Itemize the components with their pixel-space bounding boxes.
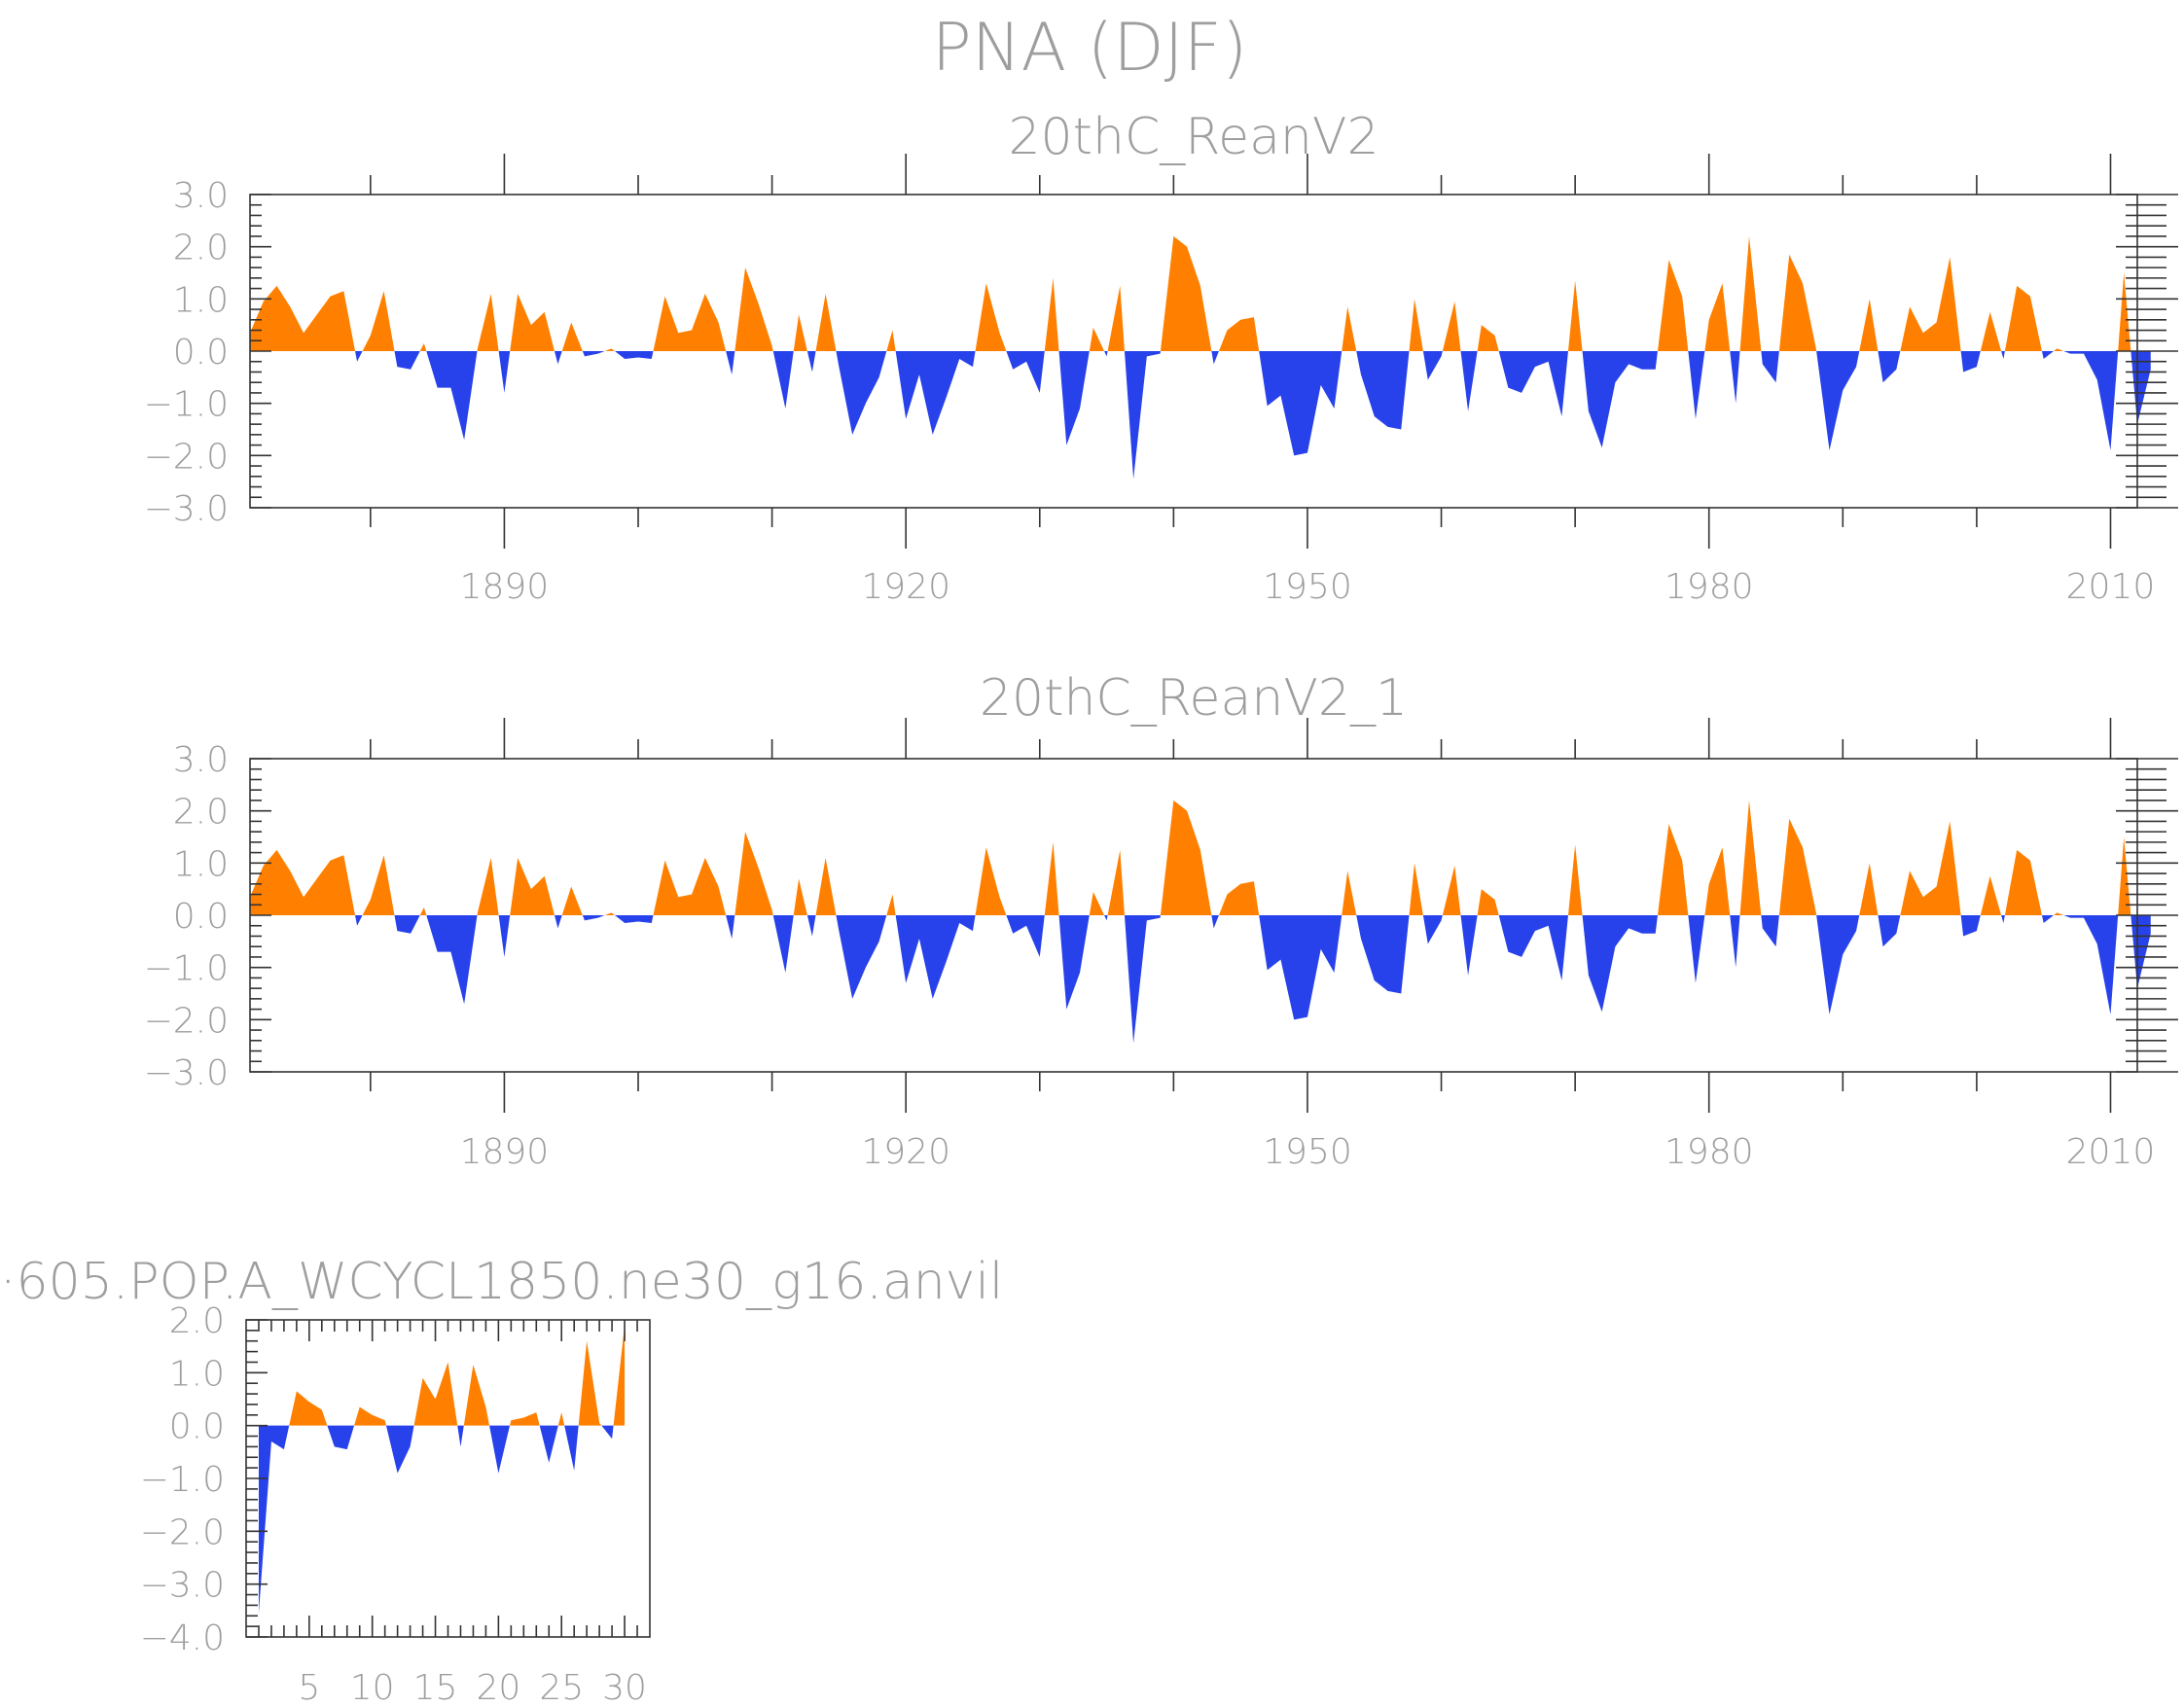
y-tick-label: 0.0 — [173, 897, 229, 937]
x-tick-label: 1920 — [861, 1132, 950, 1172]
y-tick-label: 0.0 — [173, 333, 229, 373]
y-tick-label: −2.0 — [140, 1512, 225, 1552]
panel-title: ·605.POP.A_WCYCL1850.ne30_g16.anvil — [0, 1253, 1003, 1311]
x-tick-label: 1890 — [460, 1132, 550, 1172]
y-tick-label: −3.0 — [144, 489, 229, 529]
positive-area — [258, 1325, 626, 1426]
y-tick-label: 2.0 — [173, 229, 229, 268]
y-tick-label: 3.0 — [173, 740, 229, 780]
x-tick-label: 1950 — [1263, 1132, 1352, 1172]
y-tick-label: 2.0 — [173, 793, 229, 833]
x-tick-label: 2010 — [2066, 567, 2156, 607]
x-tick-label: 1980 — [1665, 1132, 1754, 1172]
positive-area — [250, 235, 2151, 351]
y-tick-label: 2.0 — [169, 1301, 225, 1341]
positive-area — [250, 800, 2151, 915]
y-tick-label: 1.0 — [169, 1354, 225, 1394]
y-tick-label: −2.0 — [144, 437, 229, 477]
y-tick-label: 1.0 — [173, 280, 229, 320]
y-tick-label: −1.0 — [140, 1460, 225, 1500]
x-tick-label: 2010 — [2066, 1132, 2156, 1172]
y-tick-label: −2.0 — [144, 1001, 229, 1041]
x-tick-label: 1890 — [460, 567, 550, 607]
y-tick-label: −3.0 — [144, 1053, 229, 1093]
chart-panel-2: 20thC_ReanV2_1 3.0 2.0 1.0 0.0 −1.0 −2.0 −3.0 18… — [144, 669, 2178, 1172]
chart-panel-1: 20thC_ReanV2 3.0 2.0 1.0 0.0 −1.0 −2.0 −3.0 1890… — [144, 108, 2178, 607]
y-tick-label: 3.0 — [173, 176, 229, 216]
x-tick-label: 1950 — [1263, 567, 1352, 607]
x-tick-label: 25 — [539, 1668, 584, 1707]
x-tick-label: 30 — [602, 1668, 647, 1707]
x-tick-label: 5 — [298, 1668, 320, 1707]
panel-title: 20thC_ReanV2 — [1008, 108, 1378, 166]
x-tick-label: 20 — [476, 1668, 520, 1707]
panel-title: 20thC_ReanV2_1 — [980, 669, 1408, 728]
y-tick-label: −1.0 — [144, 385, 229, 425]
x-tick-label: 1980 — [1665, 567, 1754, 607]
negative-area — [258, 1425, 626, 1614]
y-tick-label: 0.0 — [169, 1407, 225, 1447]
negative-area — [250, 915, 2151, 1044]
x-tick-label: 15 — [413, 1668, 458, 1707]
x-tick-label: 1920 — [861, 567, 950, 607]
y-tick-label: −1.0 — [144, 949, 229, 989]
y-tick-label: −4.0 — [140, 1618, 225, 1658]
y-tick-label: 1.0 — [173, 844, 229, 884]
negative-area — [250, 351, 2151, 480]
figure-title: PNA (DJF) — [932, 10, 1248, 87]
x-tick-label: 10 — [350, 1668, 395, 1707]
y-tick-label: −3.0 — [140, 1566, 225, 1606]
